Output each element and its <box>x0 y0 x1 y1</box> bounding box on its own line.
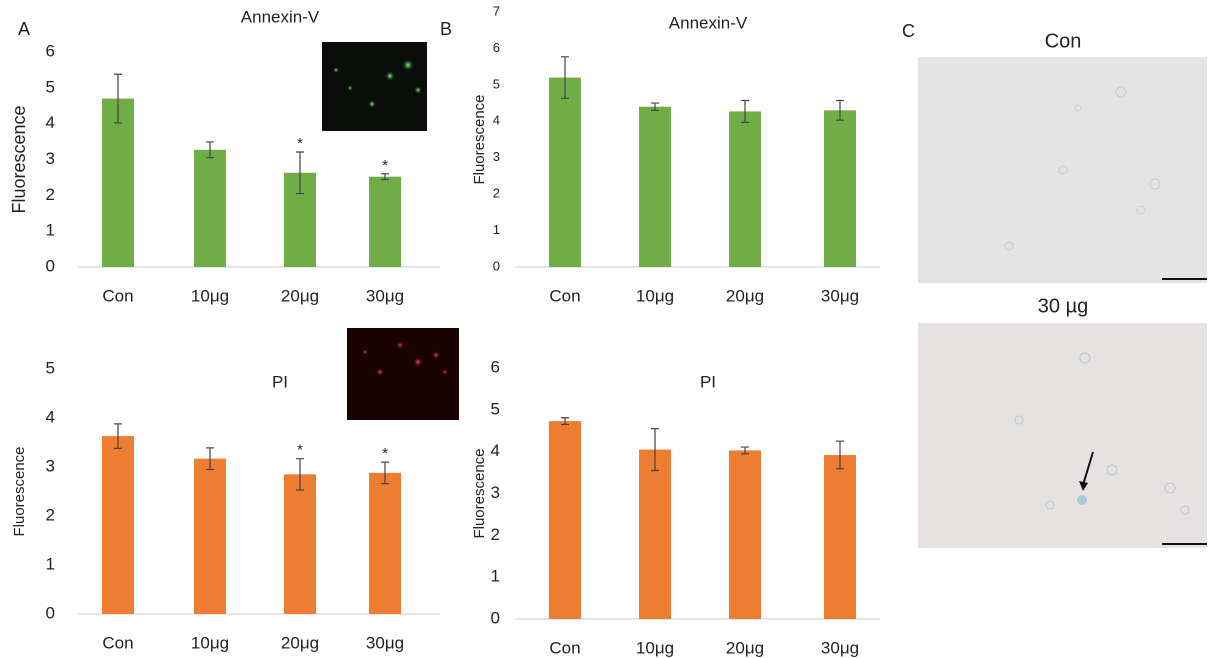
x-tick-label: Con <box>549 286 580 305</box>
bar <box>369 473 401 614</box>
x-tick-label: 10μg <box>191 286 229 305</box>
y-tick-label: 3 <box>46 149 55 168</box>
y-tick-label: 5 <box>46 77 55 96</box>
bar <box>824 110 856 267</box>
y-tick-label: 3 <box>493 149 500 164</box>
y-tick-label: 1 <box>46 221 55 240</box>
bar <box>824 455 856 619</box>
chart-title: PI <box>272 372 288 391</box>
significance-mark: * <box>382 157 388 174</box>
annexin-inset <box>322 42 427 131</box>
stained-cell <box>1077 495 1087 505</box>
x-tick-label: Con <box>102 633 133 652</box>
y-tick-label: 2 <box>46 185 55 204</box>
figure: A B C Con 30 µg Annexin-V Fluorescence 0 1 2… <box>0 0 1209 658</box>
y-tick-label: 1 <box>46 554 55 573</box>
bar <box>194 150 226 267</box>
y-tick-label: 6 <box>493 40 500 55</box>
y-tick-label: 1 <box>491 567 500 586</box>
y-tick-label: 6 <box>491 357 500 376</box>
y-axis-label: Fluorescence <box>9 105 29 213</box>
micrograph-30ug <box>918 323 1207 548</box>
y-tick-label: 7 <box>493 3 500 18</box>
bar <box>194 459 226 614</box>
y-tick-label: 5 <box>493 76 500 91</box>
x-tick-label: 10μg <box>636 638 674 657</box>
micrograph-con <box>918 57 1207 283</box>
y-tick-label: 3 <box>491 483 500 502</box>
y-tick-label: 0 <box>491 608 500 627</box>
y-tick-label: 6 <box>46 41 55 60</box>
bar <box>102 436 134 614</box>
bar <box>102 99 134 267</box>
y-tick-label: 0 <box>493 258 500 273</box>
significance-mark: * <box>297 442 303 459</box>
panel-label: C <box>902 21 915 41</box>
bar <box>639 450 671 619</box>
bar <box>549 78 581 267</box>
y-tick-label: 3 <box>46 456 55 475</box>
x-tick-label: 20μg <box>726 638 764 657</box>
x-tick-label: 20μg <box>726 286 764 305</box>
micrograph-title: 30 µg <box>1038 295 1088 317</box>
x-tick-label: 20μg <box>281 633 319 652</box>
y-tick-label: 4 <box>491 441 500 460</box>
x-tick-label: 10μg <box>191 633 229 652</box>
x-tick-label: 30μg <box>821 638 859 657</box>
x-tick-label: 30μg <box>366 633 404 652</box>
y-tick-label: 4 <box>493 113 500 128</box>
significance-mark: * <box>297 135 303 152</box>
bar <box>729 450 761 619</box>
bar <box>369 177 401 267</box>
bar <box>729 111 761 267</box>
y-tick-label: 5 <box>491 399 500 418</box>
y-tick-label: 2 <box>46 505 55 524</box>
x-tick-label: 30μg <box>821 286 859 305</box>
y-tick-label: 4 <box>46 113 55 132</box>
y-tick-label: 0 <box>46 256 55 275</box>
y-tick-label: 4 <box>46 407 55 426</box>
y-axis-label: Fluorescence <box>471 94 488 184</box>
bar <box>284 474 316 614</box>
x-tick-label: 20μg <box>281 286 319 305</box>
chart-title: PI <box>700 372 716 391</box>
panel-label: A <box>18 19 30 39</box>
y-tick-label: 2 <box>493 186 500 201</box>
bar <box>549 421 581 619</box>
x-tick-label: Con <box>102 286 133 305</box>
pi-inset <box>347 328 459 420</box>
chart-title: Annexin-V <box>241 7 320 26</box>
bar <box>639 107 671 267</box>
panel-label: B <box>440 19 452 39</box>
y-axis-label: Fluorescence <box>11 446 28 536</box>
y-axis-label: Fluorescence <box>471 448 488 538</box>
y-tick-label: 5 <box>46 358 55 377</box>
y-tick-label: 2 <box>491 525 500 544</box>
x-tick-label: 30μg <box>366 286 404 305</box>
y-tick-label: 0 <box>46 603 55 622</box>
x-tick-label: Con <box>549 638 580 657</box>
micrograph-title: Con <box>1045 30 1082 52</box>
significance-mark: * <box>382 445 388 462</box>
x-tick-label: 10μg <box>636 286 674 305</box>
chart-title: Annexin-V <box>669 13 748 32</box>
y-tick-label: 1 <box>493 222 500 237</box>
